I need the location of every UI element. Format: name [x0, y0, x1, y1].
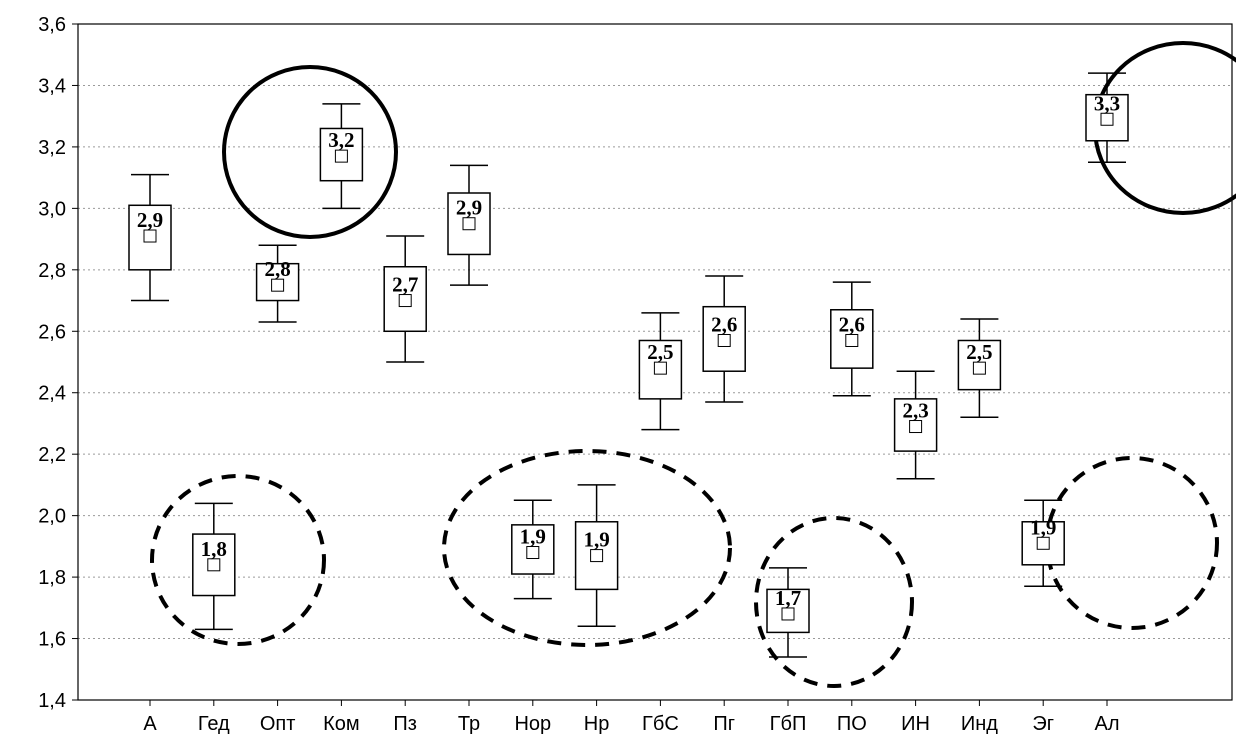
box-group: 2,7	[383, 235, 427, 363]
value-label: 2,5	[966, 340, 992, 364]
mean-marker	[909, 420, 923, 434]
mean-marker	[717, 333, 731, 347]
mean-marker	[1036, 536, 1050, 550]
mean-marker	[334, 149, 348, 163]
value-label: 2,6	[839, 312, 865, 336]
value-label: 3,2	[328, 128, 354, 152]
x-tick-label: Нр	[584, 713, 610, 735]
value-label: 2,8	[264, 257, 290, 281]
value-label: 1,8	[201, 537, 227, 561]
plot-frame	[77, 23, 1233, 701]
box-group: 2,3	[893, 370, 938, 480]
y-tick-label: 3,2	[38, 137, 66, 159]
value-label: 1,9	[1030, 515, 1056, 539]
box-group: 2,9	[447, 164, 491, 286]
y-tick-label: 2,0	[38, 506, 66, 528]
box-group: 1,9	[511, 499, 555, 600]
solid-highlight-circle	[222, 65, 398, 239]
x-tick-label: Ал	[1094, 713, 1119, 735]
value-label: 2,9	[456, 196, 482, 220]
dashed-highlight-circle	[754, 516, 914, 688]
value-label: 3,3	[1094, 91, 1120, 115]
y-tick-label: 1,8	[38, 567, 66, 589]
box-group: 1,9	[574, 484, 619, 628]
mean-marker	[271, 278, 285, 292]
mean-marker	[207, 558, 221, 572]
value-label: 2,3	[902, 399, 928, 423]
x-tick-label: ПО	[837, 713, 867, 735]
mean-marker	[653, 361, 667, 375]
box-group: 2,8	[255, 244, 300, 323]
x-tick-label: Тр	[458, 713, 480, 735]
box-group: 2,5	[957, 318, 1002, 419]
box-group: 1,8	[192, 502, 236, 631]
y-tick-label: 3,4	[38, 75, 66, 97]
mean-marker	[462, 217, 476, 231]
x-tick-label: ГбП	[770, 713, 807, 735]
x-tick-label: Пз	[393, 713, 417, 735]
y-tick-label: 2,8	[38, 260, 66, 282]
x-tick-label: ГбС	[642, 713, 679, 735]
y-tick-label: 2,6	[38, 321, 66, 343]
box-group: 2,6	[702, 275, 746, 403]
x-tick-label: Инд	[961, 713, 998, 735]
value-label: 1,9	[520, 525, 546, 549]
box-group: 3,3	[1085, 72, 1129, 164]
mean-marker	[590, 549, 604, 563]
box-group: 2,9	[128, 173, 172, 302]
x-tick-label: ИН	[901, 713, 930, 735]
box-group: 3,2	[319, 103, 364, 210]
box	[319, 127, 364, 182]
value-label: 2,7	[392, 273, 418, 297]
y-tick-label: 3,6	[38, 14, 66, 36]
value-label: 2,5	[647, 340, 673, 364]
y-tick-label: 2,4	[38, 383, 66, 405]
x-tick-label: Эг	[1032, 713, 1054, 735]
value-label: 1,9	[583, 528, 609, 552]
box-group: 1,7	[766, 567, 810, 658]
x-tick-label: Опт	[260, 713, 296, 735]
x-tick-label: Пг	[713, 713, 735, 735]
y-tick-label: 1,6	[38, 629, 66, 651]
mean-marker	[143, 229, 157, 243]
dashed-highlight-circle	[1045, 456, 1219, 630]
x-tick-label: Ком	[323, 713, 360, 735]
mean-marker	[526, 546, 540, 560]
value-label: 2,6	[711, 312, 737, 336]
box-group: 2,5	[638, 312, 683, 431]
dashed-highlight-circle	[150, 474, 326, 646]
x-tick-label: А	[143, 713, 157, 735]
dashed-highlight-circle	[442, 449, 732, 647]
x-tick-label: Нор	[514, 713, 551, 735]
value-label: 1,7	[775, 586, 801, 610]
mean-marker	[1100, 112, 1114, 126]
mean-marker	[972, 361, 986, 375]
mean-marker	[845, 333, 859, 347]
y-tick-label: 2,2	[38, 444, 66, 466]
mean-marker	[781, 607, 795, 621]
box-group: 2,6	[830, 281, 874, 397]
x-tick-label: Гед	[198, 713, 230, 735]
y-tick-label: 1,4	[38, 690, 66, 712]
value-label: 2,9	[137, 208, 163, 232]
box	[702, 305, 746, 372]
mean-marker	[398, 294, 412, 308]
y-tick-label: 3,0	[38, 198, 66, 220]
box-group: 1,9	[1021, 499, 1065, 588]
